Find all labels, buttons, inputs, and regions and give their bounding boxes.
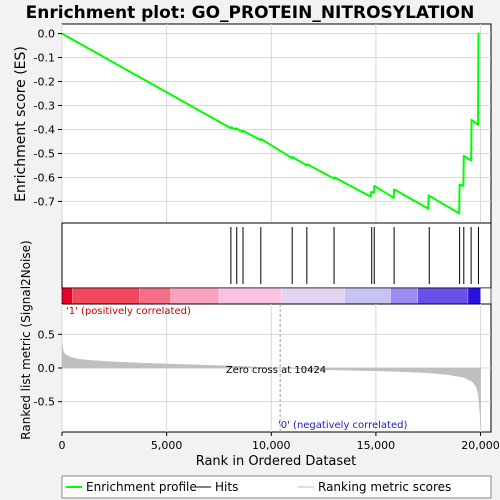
es-curve-layer [61,32,480,215]
metric-area-layer [61,304,481,432]
x-tick-label: 10,000 [252,439,291,452]
zero-cross-label: Zero cross at 10424 [226,365,326,376]
hits-layer [230,227,479,284]
metric-tick-label: -0.5 [34,396,55,409]
es-grid [61,24,491,223]
es-y-axis-label: Enrichment score (ES) [13,46,29,202]
rank-bar-segment [72,288,140,304]
metric-y-axis-label: Ranked list metric (Signal2Noise) [19,240,33,439]
rank-bar-segment [344,288,391,304]
x-axis: 0 5,000 10,000 15,000 20,000 [59,432,500,452]
legend-label: Ranking metric scores [318,480,451,494]
metric-tick-label: 0.5 [38,328,56,341]
es-panel [61,23,492,224]
es-tick-label: -0.3 [34,100,55,113]
es-tick-label: -0.1 [34,52,55,65]
legend-label: Hits [215,480,238,494]
rank-color-bar [61,287,492,305]
metric-tick-label: 0.0 [38,362,56,375]
legend: Enrichment profile Hits Ranking metric sco… [66,480,451,494]
es-y-axis: 0.0 -0.1 -0.2 -0.3 -0.4 -0.5 -0.6 -0.7 [34,28,62,208]
x-axis-label: Rank in Ordered Dataset [196,454,357,469]
x-tick-label: 20,000 [461,439,500,452]
enrichment-profile-line [61,32,480,215]
negative-correlation-label: '0' (negatively correlated) [278,420,407,431]
es-tick-label: 0.0 [38,28,56,41]
es-tick-label: -0.2 [34,76,55,89]
rank-bar-segment [139,288,171,304]
rank-bar-segment [417,288,468,304]
hits-panel [61,222,492,289]
es-tick-label: -0.7 [34,195,55,208]
es-tick-label: -0.6 [34,171,55,184]
chart-title: Enrichment plot: GO_PROTEIN_NITROSYLATIO… [26,3,475,23]
rank-bar-segment [218,288,282,304]
rank-bar-segment [62,288,73,304]
rank-bar-segment [390,288,418,304]
rank-bar-segment [467,288,481,304]
legend-box [61,475,492,499]
rank-bar-segment [281,288,345,304]
x-tick-label: 0 [59,439,66,452]
metric-y-axis: 0.5 0.0 -0.5 [34,328,62,409]
positive-correlation-label: '1' (positively correlated) [66,306,191,317]
es-tick-label: -0.5 [34,147,55,160]
es-tick-label: -0.4 [34,123,55,136]
ranking-metric-area [61,342,481,426]
legend-label: Enrichment profile [86,480,197,494]
x-tick-label: 5,000 [151,439,183,452]
x-tick-label: 15,000 [357,439,396,452]
rank-bar-tail [480,288,491,304]
rank-bar-segment [170,288,219,304]
